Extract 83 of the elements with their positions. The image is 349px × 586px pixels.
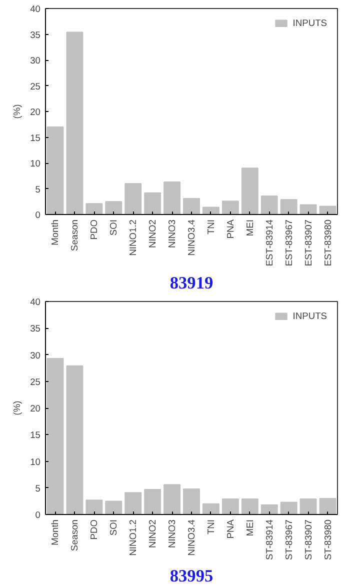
x-tick-label: Season	[70, 519, 80, 552]
y-tick-label: 25	[30, 376, 41, 387]
bar	[241, 498, 258, 514]
bar	[300, 498, 317, 514]
x-tick-label: PDO	[89, 519, 100, 540]
bar	[164, 182, 181, 214]
y-tick-label: 20	[30, 404, 41, 414]
x-tick-label: MEI	[244, 519, 255, 536]
bar	[124, 492, 142, 514]
x-tick-label: EST-83914	[264, 219, 274, 266]
bar	[319, 498, 336, 514]
bar	[222, 200, 239, 214]
bar	[260, 504, 278, 514]
x-tick-label: NINO3.4	[186, 519, 196, 556]
x-tick-label: Month	[50, 519, 60, 546]
bar	[241, 168, 258, 214]
y-tick-label: 40	[30, 297, 41, 307]
bar	[66, 32, 84, 214]
x-tick-label: NINO3	[167, 519, 178, 548]
x-tick-label: SOI	[108, 219, 119, 236]
bar	[105, 500, 122, 514]
y-tick-label: 15	[30, 430, 41, 440]
x-tick-label: ST-83907	[303, 520, 314, 560]
y-tick-label: 25	[30, 81, 41, 92]
bar	[86, 500, 103, 514]
y-tick-label: 10	[30, 456, 41, 467]
bar	[202, 503, 220, 514]
x-tick-label: PNA	[225, 518, 236, 539]
bar	[46, 126, 64, 214]
bar	[202, 206, 220, 214]
bar	[260, 195, 278, 214]
x-tick-label: PNA	[225, 218, 236, 239]
bar	[66, 365, 84, 514]
y-tick-label: 0	[35, 210, 41, 220]
x-tick-label: NINO1.2	[128, 219, 138, 256]
x-tick-label: EST-83907	[303, 219, 314, 266]
x-tick-label: NINO3.4	[186, 219, 196, 256]
text: 83995	[170, 566, 214, 586]
x-tick-label: TNI	[206, 519, 216, 535]
bar	[124, 183, 142, 214]
bar	[183, 198, 200, 214]
y-tick-label: 20	[30, 107, 41, 117]
bar	[86, 203, 103, 214]
x-tick-label: Month	[50, 219, 60, 246]
bar	[222, 498, 239, 514]
legend-label: INPUTS	[292, 311, 327, 321]
legend-label: INPUTS	[292, 18, 327, 28]
x-tick-label: SOI	[108, 519, 119, 536]
bar	[144, 488, 162, 514]
bar	[105, 201, 122, 214]
y-tick-label: 10	[30, 158, 41, 168]
x-tick-label: MEI	[244, 219, 255, 236]
x-tick-label: NINO1.2	[128, 519, 138, 556]
bar	[280, 199, 298, 214]
bar	[144, 192, 162, 214]
bar	[164, 484, 181, 514]
y-tick-label: 35	[30, 324, 41, 334]
x-tick-label: ST-83967	[284, 520, 294, 560]
bar	[280, 502, 298, 514]
x-tick-label: NINO2	[148, 219, 158, 248]
y-tick-label: 5	[35, 184, 41, 194]
x-tick-label: ST-83914	[264, 520, 274, 560]
text: 83919	[170, 274, 214, 292]
x-tick-label: Season	[70, 219, 80, 252]
x-tick-label: EST-83980	[322, 219, 333, 266]
y-axis-title: (%)	[12, 400, 22, 416]
y-tick-label: 30	[30, 350, 41, 360]
x-tick-label: NINO3	[167, 219, 178, 248]
y-tick-label: 15	[30, 132, 41, 143]
x-tick-label: EST-83967	[284, 219, 294, 266]
y-tick-label: 35	[30, 30, 41, 40]
x-tick-label: NINO2	[148, 519, 158, 548]
y-tick-label: 30	[30, 56, 41, 66]
x-tick-label: ST-83980	[322, 520, 333, 560]
bar	[183, 488, 200, 514]
x-tick-label: PDO	[89, 219, 100, 240]
y-tick-label: 40	[30, 4, 41, 14]
y-tick-label: 0	[35, 510, 41, 520]
bar	[300, 204, 317, 214]
x-tick-label: TNI	[206, 219, 216, 235]
bar	[46, 358, 64, 514]
y-tick-label: 5	[35, 483, 41, 494]
y-axis-title: (%)	[12, 104, 22, 119]
